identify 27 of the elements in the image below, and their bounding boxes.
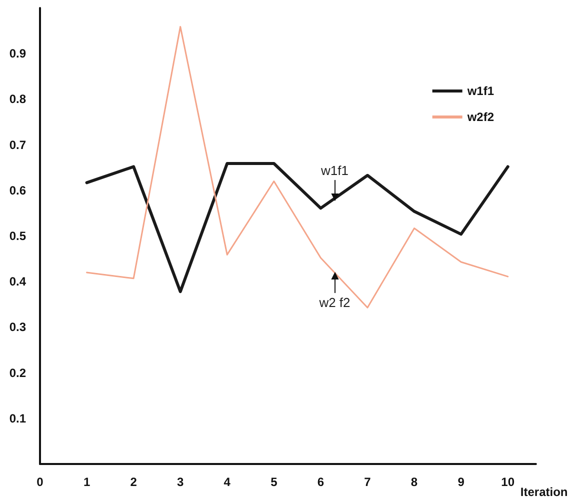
y-tick-label: 0.1 [9,411,26,426]
line-series [85,162,510,294]
legend-label: w2f2 [466,110,494,124]
x-tick-label: 0 [36,475,44,489]
x-tick-label: 6 [317,475,324,489]
y-tick-label: 0.2 [9,366,26,380]
x-tick-label: 5 [270,475,278,489]
y-tick-label: 0.3 [9,320,26,334]
x-tick-label: 3 [177,475,184,489]
annotation: w2 f2 [319,294,350,310]
y-tick-label: 0.9 [9,46,26,61]
y-tick-label: 0.8 [9,92,26,106]
x-tick-label: 8 [410,475,418,489]
x-tick-label: 4 [224,475,231,489]
y-tick-label: 0.4 [9,274,26,289]
x-tick-label: 9 [458,475,465,489]
x-tick-label: 2 [130,475,138,489]
x-axis-title: Iteration [520,485,568,499]
y-tick-label: 0.5 [9,229,26,243]
y-tick-label: 0.7 [9,138,26,152]
annotation: w1f1 [321,162,348,178]
x-tick-label: 10 [501,475,515,489]
x-tick-label: 1 [83,475,90,489]
legend-label: w1f1 [466,84,494,98]
y-tick-label: 0.6 [9,183,26,198]
line-series [86,26,509,308]
x-tick-label: 7 [364,475,372,489]
